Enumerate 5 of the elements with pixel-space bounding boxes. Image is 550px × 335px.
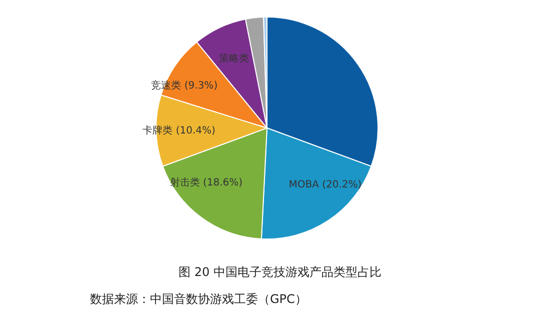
text: 图 20 中国电子竞技游戏产品类型占比 (178, 265, 382, 279)
source-note: 数据来源：中国音数协游戏工委（GPC） (90, 292, 307, 306)
slice-label: 策略类 (218, 52, 249, 65)
slice-label: 射击类 (18.6%) (170, 176, 243, 189)
slice-label: MOBA (20.2%) (288, 180, 362, 191)
